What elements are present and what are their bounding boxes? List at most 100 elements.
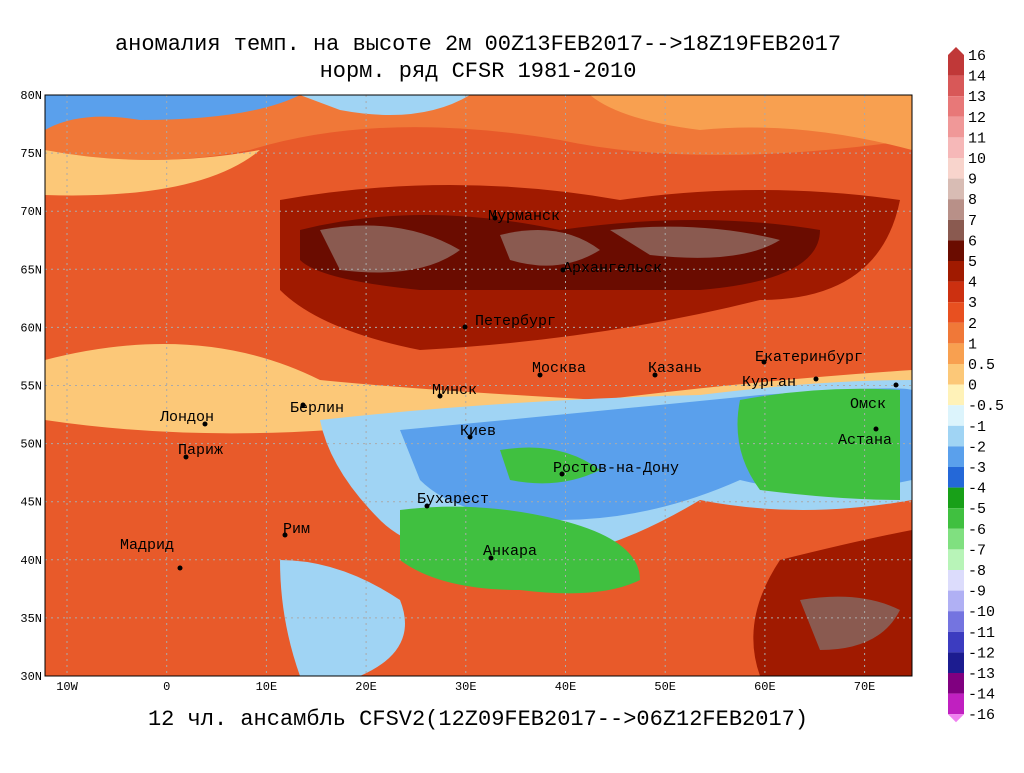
colorbar-label: -2	[968, 439, 986, 456]
lat-label: 35N	[20, 612, 42, 626]
colorbar-label: 7	[968, 213, 977, 230]
lat-label: 40N	[20, 554, 42, 568]
lon-label: 20E	[355, 680, 377, 694]
colorbar-label: -1	[968, 419, 986, 436]
lat-label: 45N	[20, 496, 42, 510]
city-label: Мурманск	[488, 208, 560, 225]
city-dot	[873, 426, 879, 432]
city-label: Архангельск	[563, 260, 662, 277]
city-dot	[282, 532, 288, 538]
map-frame	[44, 94, 913, 677]
city-label: Киев	[460, 423, 496, 440]
city-label: Бухарест	[417, 491, 489, 508]
city-label: Мадрид	[120, 537, 174, 554]
colorbar-label: -11	[968, 625, 995, 642]
city-dot	[813, 376, 819, 382]
colorbar-box	[948, 528, 964, 550]
colorbar-label: 6	[968, 233, 977, 250]
city-label: Курган	[742, 374, 796, 391]
city-dot	[761, 359, 767, 365]
city-label: Ростов-на-Дону	[553, 460, 679, 477]
colorbar-box	[948, 116, 964, 138]
colorbar-box	[948, 549, 964, 570]
lon-label: 0	[163, 680, 170, 694]
colorbar-label: -9	[968, 584, 986, 601]
city-dot	[462, 324, 468, 330]
city-label: Париж	[178, 442, 223, 459]
colorbar-box	[948, 590, 964, 612]
city-dot	[183, 454, 189, 460]
city-dot	[300, 402, 306, 408]
footer: 12 чл. ансамбль CFSV2(12Z09FEB2017-->06Z…	[148, 707, 808, 732]
colorbar-box	[948, 467, 964, 488]
colorbar-label: 14	[968, 69, 986, 86]
lat-label: 75N	[20, 147, 42, 161]
colorbar-label: -8	[968, 563, 986, 580]
city-dot	[467, 434, 473, 440]
city-dot	[537, 372, 543, 378]
colorbar-label: 8	[968, 192, 977, 209]
colorbar-label: 11	[968, 130, 986, 147]
lat-label: 60N	[20, 321, 42, 335]
colorbar-box	[948, 96, 964, 117]
colorbar-box	[948, 261, 964, 282]
colorbar-label: -14	[968, 687, 995, 704]
colorbar-box	[948, 384, 964, 406]
colorbar-box	[948, 405, 964, 426]
city-dot	[437, 393, 443, 399]
city-dot	[652, 372, 658, 378]
colorbar-box	[948, 570, 964, 591]
colorbar-label: 0.5	[968, 357, 995, 374]
colorbar-box	[948, 322, 964, 344]
colorbar-label: 9	[968, 172, 977, 189]
map-field	[45, 95, 912, 676]
city-dot	[177, 565, 183, 571]
colorbar-cap	[948, 47, 964, 55]
colorbar-box	[948, 446, 964, 467]
city-label: Екатеринбург	[755, 349, 863, 366]
colorbar-label: -13	[968, 666, 995, 683]
city-label: Москва	[532, 360, 586, 377]
colorbar-box	[948, 199, 964, 220]
lat-label: 65N	[20, 263, 42, 277]
colorbar-box	[948, 137, 964, 158]
lat-label: 50N	[20, 438, 42, 452]
colorbar-box	[948, 693, 964, 715]
city-dot	[560, 267, 566, 273]
colorbar-box	[948, 55, 964, 76]
colorbar-box	[948, 75, 964, 97]
city-label: Лондон	[159, 409, 214, 426]
lon-label: 30E	[455, 680, 477, 694]
subtitle: норм. ряд CFSR 1981-2010	[320, 59, 637, 84]
colorbar-box	[948, 240, 964, 261]
city-dot	[202, 421, 208, 427]
colorbar-label: -5	[968, 501, 986, 518]
lon-label: 10W	[56, 680, 78, 694]
city-dot	[559, 471, 565, 477]
colorbar-label: -7	[968, 542, 986, 559]
colorbar-label: 3	[968, 295, 977, 312]
colorbar-label: -3	[968, 460, 986, 477]
city-label: Берлин	[290, 400, 344, 417]
city-label: Петербург	[475, 313, 556, 330]
colorbar-box	[948, 673, 964, 694]
colorbar-label: 4	[968, 275, 977, 292]
colorbar-label: 12	[968, 110, 986, 127]
lat-label: 70N	[20, 205, 42, 219]
lon-label: 60E	[754, 680, 776, 694]
colorbar-box	[948, 425, 964, 447]
colorbar-box	[948, 302, 964, 323]
colorbar-label: 1	[968, 336, 977, 353]
colorbar-label: 13	[968, 89, 986, 106]
colorbar-label: 0	[968, 378, 977, 395]
lat-label: 80N	[20, 89, 42, 103]
city-label: Минск	[432, 382, 477, 399]
lon-label: 40E	[555, 680, 577, 694]
city-label: Анкара	[483, 543, 537, 560]
colorbar-box	[948, 487, 964, 509]
city-dot	[893, 382, 899, 388]
city-label: Казань	[648, 360, 702, 377]
colorbar-label: -12	[968, 645, 995, 662]
colorbar-box	[948, 611, 964, 632]
